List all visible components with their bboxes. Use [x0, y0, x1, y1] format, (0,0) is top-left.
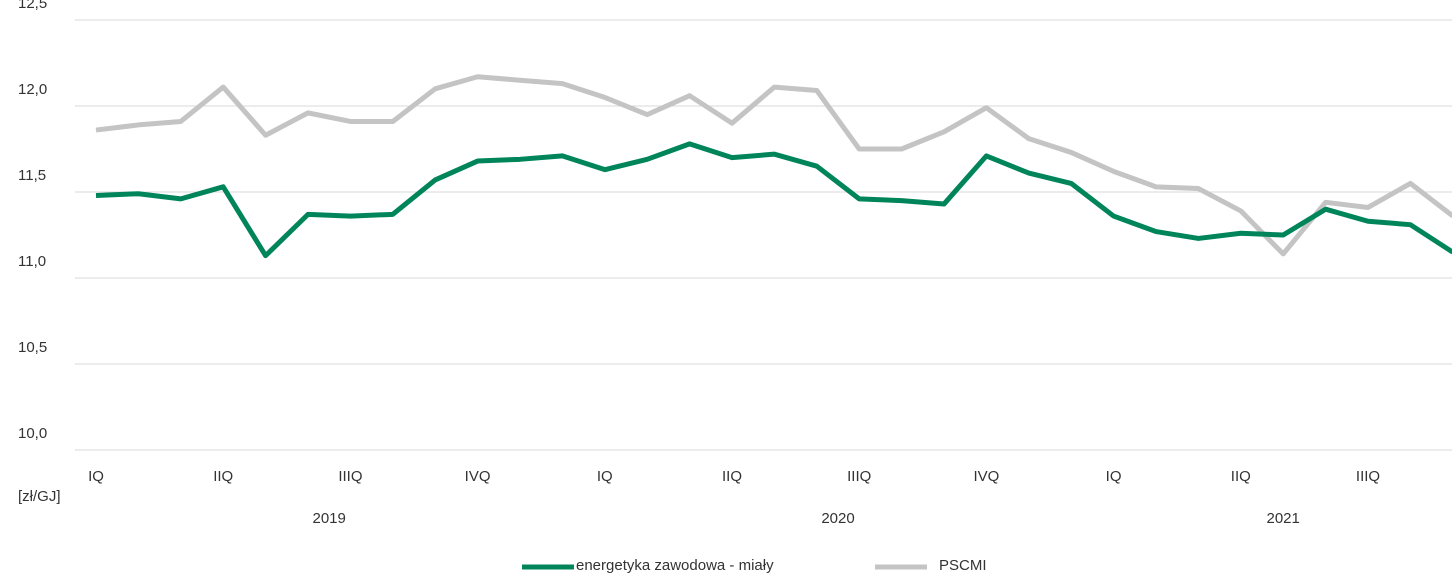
y-tick-label: 12,0: [18, 81, 47, 98]
x-tick-label: IIQ: [1231, 468, 1251, 485]
series-line: [95, 74, 1452, 257]
x-group-label: 2020: [821, 510, 854, 527]
y-tick-label: 12,5: [18, 0, 47, 12]
x-tick-label: IQ: [88, 468, 104, 485]
legend-label: energetyka zawodowa - miały: [576, 557, 774, 574]
x-tick-label: IVQ: [973, 468, 999, 485]
y-axis-label: [zł/GJ]: [18, 488, 61, 505]
x-tick-label: IQ: [597, 468, 613, 485]
x-tick-label: IVQ: [465, 468, 491, 485]
x-tick-label: IIQ: [722, 468, 742, 485]
x-group-label: 2021: [1267, 510, 1300, 527]
x-tick-label: IIIQ: [338, 468, 362, 485]
legend-label: PSCMI: [939, 557, 987, 574]
x-tick-label: IIIQ: [847, 468, 871, 485]
x-tick-label: IIIQ: [1356, 468, 1380, 485]
y-tick-label: 10,0: [18, 425, 47, 442]
x-tick-label: IQ: [1106, 468, 1122, 485]
x-tick-label: IIQ: [213, 468, 233, 485]
series-line: [95, 141, 1452, 259]
y-tick-label: 11,0: [18, 253, 46, 270]
y-tick-label: 11,5: [18, 167, 46, 184]
y-tick-label: 10,5: [18, 339, 47, 356]
x-group-label: 2019: [313, 510, 346, 527]
